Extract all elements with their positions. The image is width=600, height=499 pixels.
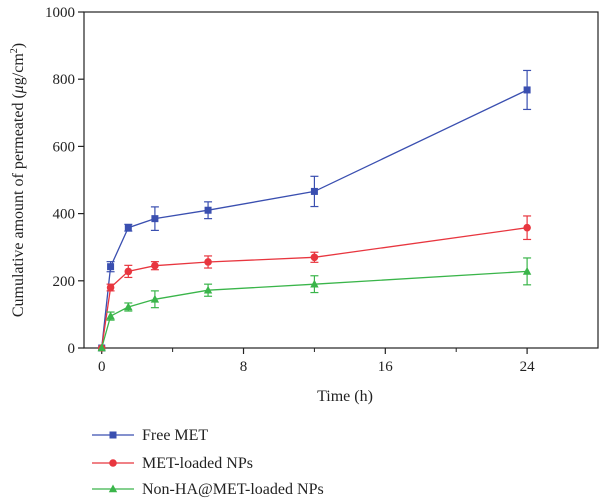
legend-marker [109, 459, 117, 467]
data-point [97, 343, 106, 352]
data-point [106, 311, 115, 320]
series-3 [97, 257, 532, 352]
x-tick-label: 8 [240, 359, 248, 375]
data-point [106, 283, 115, 292]
x-axis-label: Time (h) [317, 388, 373, 405]
legend-item-3: Non-HA@MET-loaded NPs [92, 481, 324, 498]
x-tick-label: 0 [98, 359, 106, 375]
data-point [522, 266, 532, 275]
data-point [310, 187, 318, 195]
ticks: 0 200 400 600 800 1000 0 8 16 24 [45, 5, 535, 375]
y-tick-label: 400 [53, 207, 76, 223]
series-2 [97, 215, 532, 352]
data-point [151, 215, 159, 223]
series-layer [97, 69, 532, 352]
y-tick-label: 0 [68, 341, 76, 357]
plot-frame [83, 11, 599, 349]
data-point [523, 86, 531, 94]
legend-item-1: Free MET [92, 427, 208, 444]
legend-item-2: MET-loaded NPs [92, 455, 253, 472]
x-tick-label: 16 [378, 359, 394, 375]
data-point [124, 224, 132, 232]
axes [83, 11, 599, 349]
data-point [107, 263, 115, 271]
legend-label: Free MET [142, 427, 208, 444]
legend-label: MET-loaded NPs [142, 455, 253, 472]
series-1 [98, 69, 532, 352]
y-tick-label: 200 [53, 274, 76, 290]
y-axis-label: Cumulative amount of permeated (μg/cm2) [9, 43, 27, 317]
data-point [310, 279, 319, 288]
legend-marker [108, 484, 118, 493]
data-point [151, 261, 159, 270]
data-point [124, 267, 133, 276]
y-tick-label: 1000 [45, 5, 75, 21]
legend-marker [109, 431, 117, 439]
data-point [203, 285, 213, 294]
data-point [124, 302, 133, 311]
data-point [310, 253, 319, 262]
data-point [150, 294, 160, 303]
x-tick-label: 24 [520, 359, 536, 375]
y-tick-label: 600 [53, 139, 76, 155]
data-point [204, 206, 212, 214]
data-point [523, 223, 531, 232]
y-tick-label: 800 [53, 72, 76, 88]
data-point [204, 258, 212, 266]
legend: Free MET MET-loaded NPs Non-HA@MET-loaded … [92, 427, 324, 498]
legend-label: Non-HA@MET-loaded NPs [142, 481, 324, 498]
series-line [101, 89, 528, 349]
